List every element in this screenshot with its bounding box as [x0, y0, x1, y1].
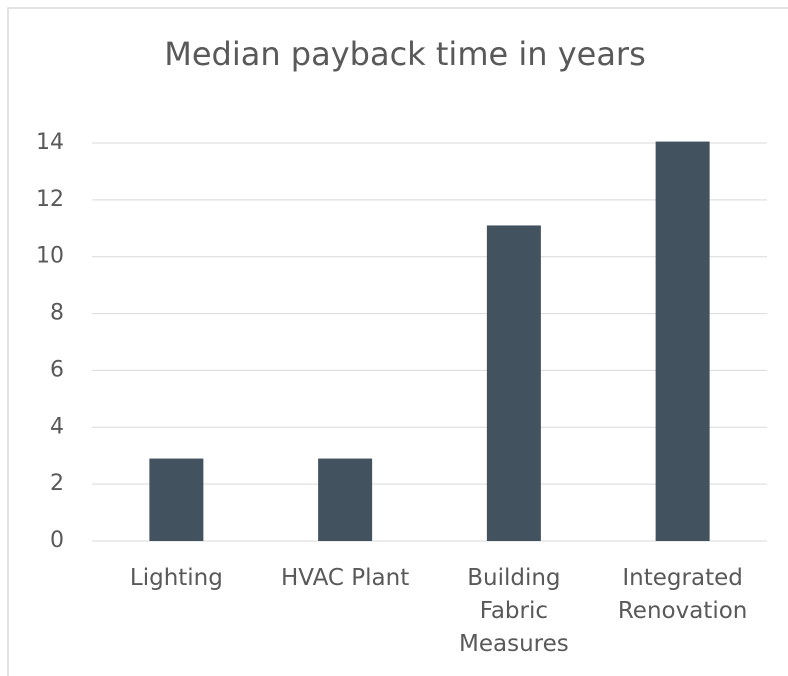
x-tick-label: Building Fabric Measures	[459, 565, 569, 657]
bar	[486, 225, 541, 541]
y-tick-label: 0	[50, 528, 64, 553]
y-tick-label: 14	[36, 130, 64, 155]
y-tick-label: 8	[50, 301, 64, 326]
y-tick-label: 10	[36, 244, 64, 269]
chart-title: Median payback time in years	[164, 35, 646, 73]
y-tick-label: 6	[50, 357, 64, 382]
y-tick-label: 2	[50, 471, 64, 496]
bar	[655, 141, 710, 542]
x-tick-label: Lighting	[129, 565, 223, 591]
bar	[318, 458, 373, 541]
x-tick-label: Integrated Renovation	[617, 565, 748, 624]
chart-frame	[7, 7, 788, 676]
y-tick-label: 12	[36, 187, 64, 212]
bar	[149, 458, 204, 541]
y-tick-label: 4	[50, 414, 64, 439]
x-tick-label: HVAC Plant	[281, 565, 410, 591]
